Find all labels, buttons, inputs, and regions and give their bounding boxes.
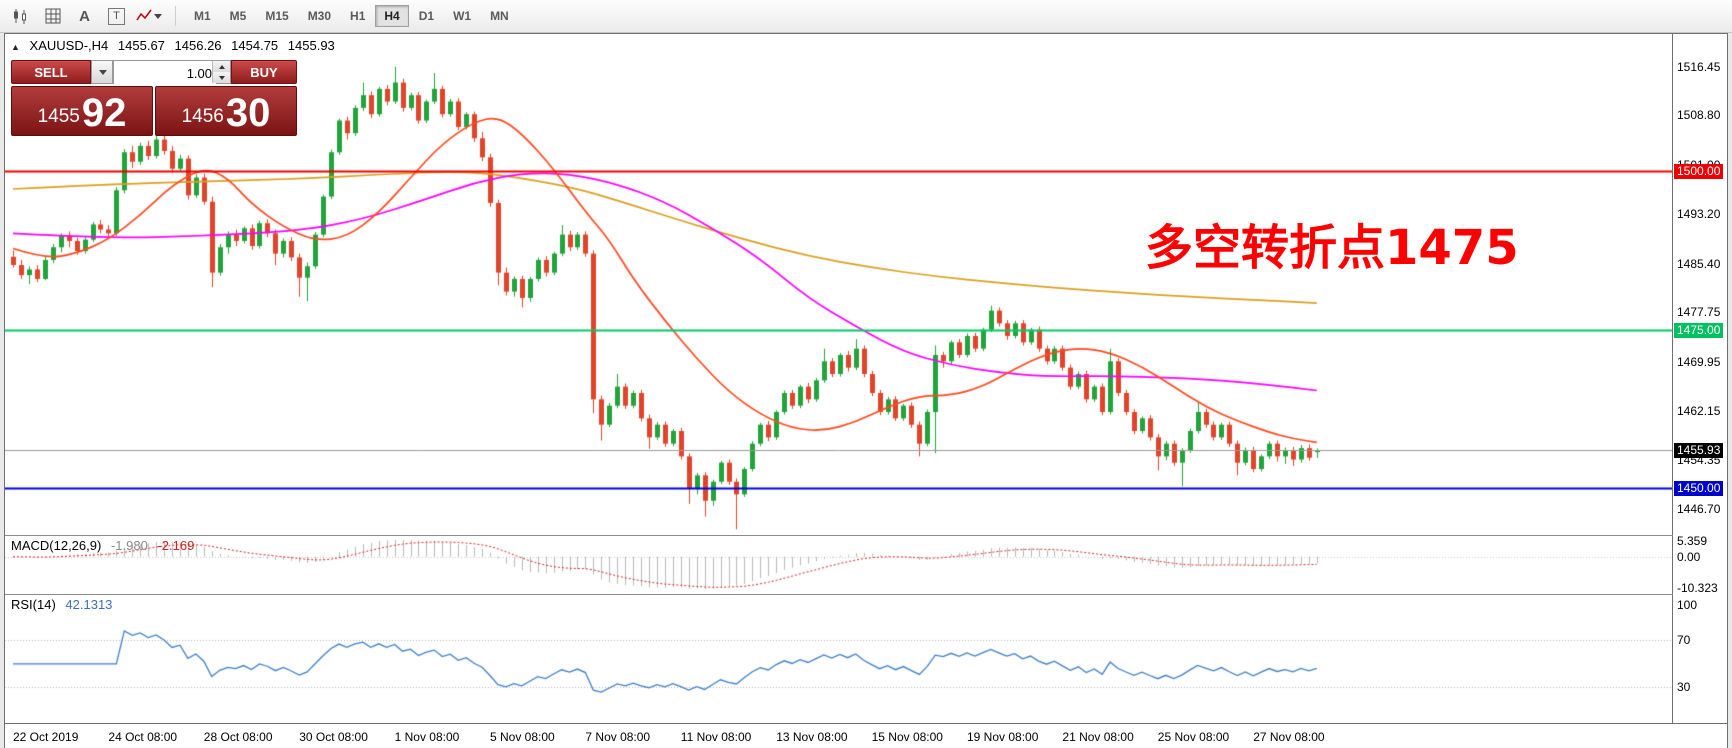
macd-header: MACD(12,26,9) -1.980 -2.169 <box>11 538 200 553</box>
price-axis-label: 1493.20 <box>1677 207 1721 222</box>
rsi-axis-label: 70 <box>1677 633 1691 648</box>
price-axis-label: 1508.80 <box>1677 108 1721 123</box>
macd-axis-label: -10.323 <box>1677 581 1718 595</box>
open-value: 1455.67 <box>117 38 165 53</box>
ask-main-digits: 1456 <box>181 106 224 127</box>
timeframe-H4[interactable]: H4 <box>375 5 409 27</box>
time-axis-label: 19 Nov 08:00 <box>967 730 1039 744</box>
time-axis-label: 21 Nov 08:00 <box>1062 730 1134 744</box>
timeframe-M15[interactable]: M15 <box>265 9 289 23</box>
price-axis-label: 1477.75 <box>1677 305 1721 320</box>
ask-price-display[interactable]: 1456 30 <box>155 86 297 136</box>
ask-big-digits: 30 <box>225 91 271 135</box>
toolbar-separator <box>175 6 176 26</box>
textbox-t-glyph <box>108 7 125 25</box>
time-axis-label: 7 Nov 08:00 <box>585 730 651 744</box>
level-price-label: 1500.00 <box>1674 164 1724 180</box>
time-axis-label: 28 Oct 08:00 <box>203 730 273 744</box>
timeframe-H1[interactable]: H1 <box>350 9 366 23</box>
time-axis-label: 27 Nov 08:00 <box>1253 730 1325 744</box>
macd-axis-label: 5.359 <box>1677 534 1708 548</box>
time-axis-label: 5 Nov 08:00 <box>490 730 555 744</box>
chart-annotation-text: 多空转折点1475 <box>1145 220 1519 276</box>
current-price-label: 1455.93 <box>1674 443 1724 459</box>
order-type-dropdown[interactable] <box>91 60 113 84</box>
bid-big-digits: 92 <box>81 91 127 135</box>
timeframe-M1[interactable]: M1 <box>194 9 211 23</box>
lot-size-input[interactable] <box>114 61 216 85</box>
lot-increase-button[interactable] <box>213 61 230 72</box>
time-axis-label: 22 Oct 2019 <box>13 730 79 744</box>
sell-button[interactable]: SELL <box>11 60 91 84</box>
lot-size-field <box>113 60 231 85</box>
price-axis-label: 1516.45 <box>1677 60 1721 74</box>
timeframe-M30[interactable]: M30 <box>307 9 332 23</box>
buy-button[interactable]: BUY <box>231 60 297 84</box>
time-axis-label: 25 Nov 08:00 <box>1157 730 1230 744</box>
indicators-dropdown-caret <box>153 13 162 19</box>
rsi-label: RSI(14) <box>11 597 56 612</box>
dropdown-caret-icon <box>99 69 107 75</box>
rsi-axis-label: 30 <box>1677 680 1691 695</box>
chart-type-icon[interactable] <box>6 3 35 29</box>
timeframe-M5[interactable]: M5 <box>229 9 247 23</box>
timeframe-D1[interactable]: D1 <box>418 9 435 23</box>
axis-border <box>1672 34 1673 723</box>
time-axis-label: 24 Oct 08:00 <box>108 730 178 744</box>
bid-price-display[interactable]: 1455 92 <box>11 86 153 136</box>
timeframe-W1[interactable]: W1 <box>453 9 472 23</box>
level-price-label: 1450.00 <box>1674 481 1724 497</box>
toolbar: M1 M5 M15 M30 H1 H4 D1 W1 MN <box>0 0 1732 33</box>
timeframe-MN[interactable]: MN <box>490 9 509 23</box>
time-axis[interactable]: 22 Oct 2019 24 Oct 08:00 28 Oct 08:00 30 Oc… <box>5 723 1727 748</box>
macd-signal-value: -2.169 <box>157 538 195 553</box>
timeframe-group: M1 M5 M15 M30 H1 H4 D1 W1 MN <box>185 5 519 27</box>
chart-ohlc-header: XAUUSD-,H4 1455.67 1456.26 1454.75 1455.… <box>11 38 341 53</box>
textbox-icon[interactable] <box>102 3 131 29</box>
rsi-header: RSI(14) 42.1313 <box>11 597 118 612</box>
price-axis-label: 1462.15 <box>1677 404 1721 419</box>
collapse-arrow-icon[interactable] <box>11 42 20 52</box>
bid-main-digits: 1455 <box>37 106 80 127</box>
low-value: 1454.75 <box>231 38 279 53</box>
time-axis-label: 11 Nov 08:00 <box>680 730 752 744</box>
close-value: 1455.93 <box>287 38 335 53</box>
time-axis-label: 1 Nov 08:00 <box>394 730 460 744</box>
macd-axis-label: 0.00 <box>1677 549 1701 564</box>
time-axis-label: 15 Nov 08:00 <box>871 730 943 744</box>
time-axis-label: 30 Oct 08:00 <box>299 730 368 744</box>
price-chart-canvas[interactable] <box>5 34 1672 723</box>
indicators-icon[interactable] <box>134 3 163 29</box>
price-axis-label: 1469.95 <box>1677 354 1721 369</box>
time-axis-label: 13 Nov 08:00 <box>776 730 848 744</box>
text-annotation-icon[interactable] <box>70 3 99 29</box>
price-axis-label: 1485.40 <box>1677 256 1721 271</box>
lot-decrease-button[interactable] <box>213 72 230 83</box>
lot-spinner <box>212 61 230 83</box>
level-price-label: 1475.00 <box>1674 322 1724 338</box>
rsi-panel-divider[interactable] <box>5 594 1727 595</box>
symbol-label: XAUUSD-,H4 <box>29 38 109 53</box>
price-axis-label: 1446.70 <box>1677 501 1721 516</box>
high-value: 1456.26 <box>174 38 222 53</box>
macd-label: MACD(12,26,9) <box>11 538 102 553</box>
grid-icon[interactable] <box>38 3 67 29</box>
rsi-value: 42.1313 <box>65 597 113 612</box>
macd-panel-divider[interactable] <box>5 535 1727 536</box>
macd-main-value: -1.980 <box>110 538 148 553</box>
price-axis[interactable]: 1516.451508.801501.001493.201485.401477.… <box>1673 34 1727 723</box>
chart-window: XAUUSD-,H4 1455.67 1456.26 1454.75 1455.… <box>4 33 1728 748</box>
rsi-axis-label: 100 <box>1677 598 1698 613</box>
